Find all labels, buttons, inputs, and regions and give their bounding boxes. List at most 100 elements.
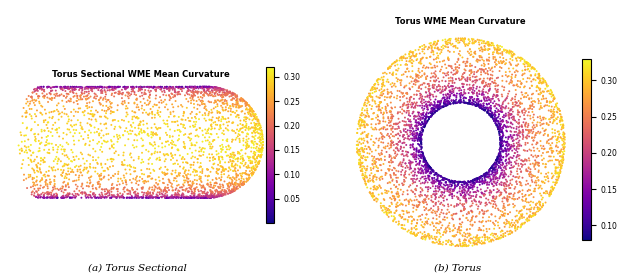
- Point: [369, 180, 379, 184]
- Point: [487, 164, 497, 169]
- Point: [411, 114, 421, 119]
- Point: [250, 116, 260, 120]
- Point: [42, 95, 52, 100]
- Point: [492, 160, 502, 164]
- Point: [431, 104, 441, 109]
- Point: [237, 156, 248, 160]
- Point: [397, 141, 408, 145]
- Point: [97, 89, 108, 93]
- Point: [518, 188, 528, 193]
- Point: [447, 78, 458, 83]
- Point: [433, 178, 443, 182]
- Point: [176, 196, 186, 200]
- Point: [414, 148, 424, 152]
- Point: [353, 148, 364, 152]
- Point: [443, 38, 453, 43]
- Point: [433, 88, 444, 92]
- Point: [396, 63, 406, 67]
- Point: [127, 129, 138, 133]
- Point: [511, 161, 521, 165]
- Point: [218, 192, 228, 196]
- Point: [386, 158, 396, 162]
- Point: [90, 194, 100, 199]
- Point: [211, 194, 221, 199]
- Point: [190, 186, 200, 191]
- Point: [485, 82, 495, 86]
- Point: [74, 106, 84, 111]
- Point: [496, 138, 506, 143]
- Point: [221, 93, 232, 97]
- Point: [449, 205, 460, 209]
- Point: [470, 177, 481, 181]
- Point: [257, 135, 267, 140]
- Point: [458, 84, 468, 89]
- Point: [211, 85, 221, 90]
- Point: [440, 102, 451, 106]
- Point: [386, 115, 396, 119]
- Point: [394, 117, 404, 121]
- Point: [251, 159, 261, 163]
- Point: [414, 149, 424, 153]
- Point: [131, 93, 141, 97]
- Point: [554, 150, 564, 155]
- Point: [104, 85, 114, 90]
- Point: [474, 178, 484, 182]
- Point: [360, 181, 371, 186]
- Point: [464, 196, 474, 201]
- Point: [214, 155, 224, 160]
- Point: [412, 120, 422, 125]
- Point: [406, 170, 417, 175]
- Point: [500, 73, 511, 77]
- Point: [476, 104, 486, 108]
- Point: [67, 168, 77, 172]
- Point: [549, 186, 559, 190]
- Point: [243, 103, 253, 107]
- Point: [198, 190, 208, 195]
- Point: [228, 102, 238, 107]
- Point: [436, 104, 446, 109]
- Point: [255, 139, 265, 144]
- Point: [416, 142, 426, 147]
- Point: [548, 96, 559, 100]
- Point: [479, 233, 490, 238]
- Point: [402, 152, 412, 157]
- Point: [405, 145, 415, 150]
- Point: [223, 175, 233, 179]
- Point: [418, 152, 428, 156]
- Point: [478, 107, 488, 111]
- Point: [446, 187, 456, 191]
- Point: [122, 90, 132, 95]
- Point: [176, 85, 186, 89]
- Point: [247, 107, 257, 112]
- Point: [253, 153, 264, 157]
- Point: [61, 193, 71, 198]
- Point: [68, 134, 78, 138]
- Point: [173, 192, 184, 196]
- Point: [396, 172, 406, 177]
- Point: [388, 61, 399, 66]
- Point: [387, 214, 397, 218]
- Point: [47, 98, 57, 102]
- Point: [424, 174, 434, 179]
- Point: [224, 166, 234, 170]
- Point: [504, 135, 514, 140]
- Point: [524, 131, 534, 136]
- Point: [198, 194, 208, 199]
- Point: [362, 174, 372, 179]
- Point: [490, 112, 500, 117]
- Point: [495, 129, 506, 134]
- Point: [447, 213, 458, 218]
- Point: [357, 131, 367, 135]
- Point: [96, 91, 106, 95]
- Point: [236, 161, 246, 165]
- Point: [463, 41, 474, 46]
- Point: [421, 121, 431, 125]
- Point: [95, 173, 105, 177]
- Point: [156, 98, 166, 103]
- Point: [411, 118, 421, 123]
- Point: [458, 196, 468, 200]
- Point: [433, 104, 443, 109]
- Point: [101, 192, 111, 196]
- Point: [417, 94, 428, 98]
- Point: [47, 141, 57, 146]
